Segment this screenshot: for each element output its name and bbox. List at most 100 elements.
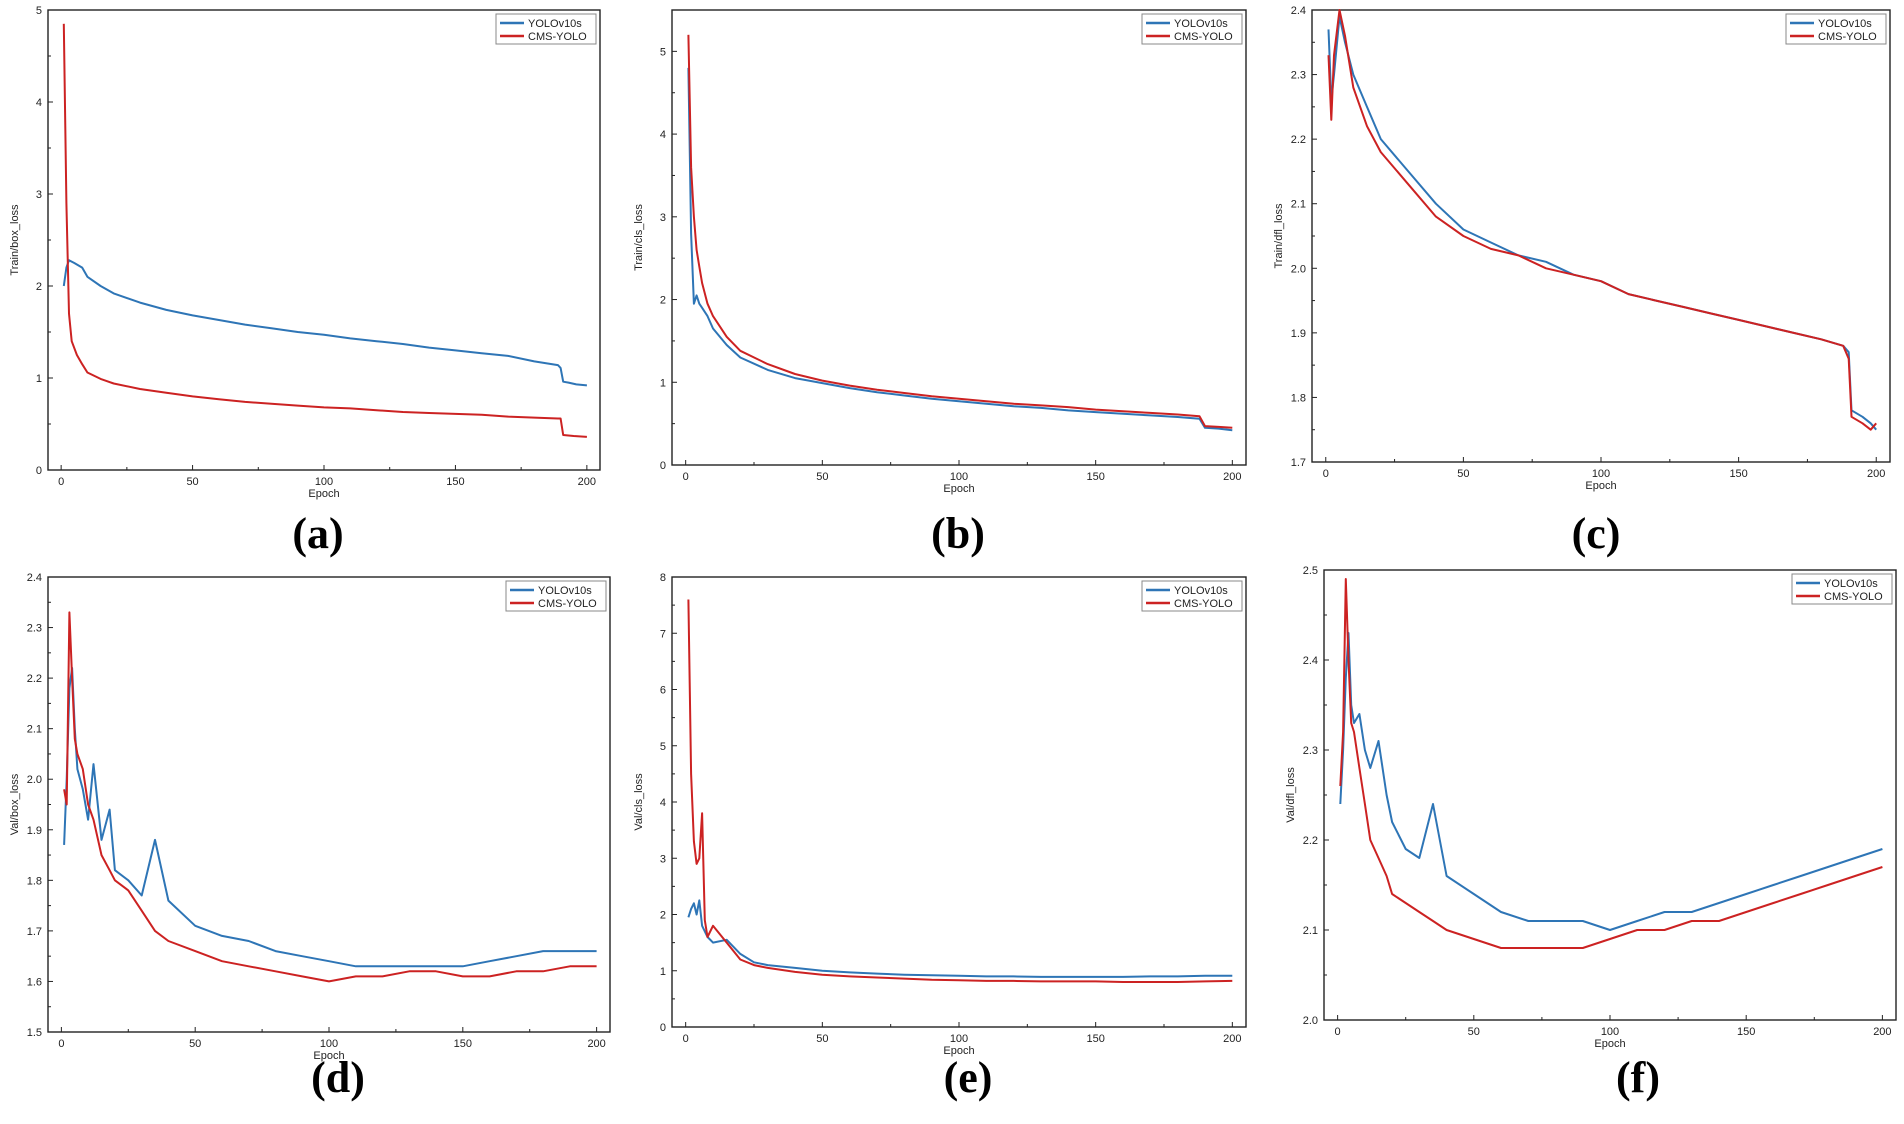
x-tick-label: 200 (1223, 1033, 1241, 1045)
caption-c: (c) (1571, 509, 1621, 558)
series-line-yolov10s (1339, 632, 1883, 931)
y-axis-title: Val/dfl_loss (1285, 767, 1297, 823)
x-tick-label: 50 (189, 1038, 201, 1050)
chart-panel-e: 0 50 100 150 200 0 1 2 3 4 5 6 7 8 Epoch Val/cls_loss YO… (633, 562, 1268, 1124)
y-tick-label: 2.2 (1291, 134, 1306, 146)
series-line-cms-yolo (687, 34, 1233, 429)
x-tick-label: 0 (683, 471, 689, 483)
y-tick-label: 1.7 (1291, 457, 1306, 469)
y-tick-label: 1 (36, 373, 42, 385)
y-tick-label: 3 (660, 212, 666, 224)
y-tick-label: 2.1 (1291, 199, 1306, 211)
legend-box (505, 580, 607, 612)
caption-f: (f) (1616, 1053, 1660, 1102)
series-line-cms-yolo (687, 599, 1233, 983)
y-tick-label: 0 (660, 460, 666, 472)
y-tick-label: 1.5 (27, 1027, 42, 1039)
legend-label: CMS-YOLO (1174, 31, 1233, 43)
y-tick-label: 2 (660, 910, 666, 922)
x-tick-label: 100 (320, 1038, 338, 1050)
chart-panel-d: 0 50 100 150 200 1.5 1.6 1.7 1.8 1.9 2.0 2.1 2.2 2.3 2… (0, 562, 634, 1124)
x-tick-label: 50 (186, 476, 198, 488)
y-tick-label: 2.0 (1291, 263, 1306, 275)
x-tick-label: 150 (1737, 1026, 1755, 1038)
legend-label: CMS-YOLO (1818, 31, 1877, 43)
plot-frame (1311, 9, 1891, 463)
x-tick-label: 100 (1592, 468, 1610, 480)
y-tick-label: 2.0 (27, 774, 42, 786)
y-axis-title: Train/cls_loss (633, 204, 645, 271)
legend-label: YOLOv10s (538, 585, 592, 597)
y-tick-label: 4 (660, 129, 666, 141)
y-tick-label: 1.9 (1291, 328, 1306, 340)
plot-frame (47, 9, 601, 471)
series-line-cms-yolo (1327, 9, 1877, 431)
y-axis-title: Val/cls_loss (633, 773, 645, 831)
y-tick-label: 5 (660, 46, 666, 58)
y-tick-label: 2.2 (27, 673, 42, 685)
x-tick-label: 200 (1867, 468, 1885, 480)
caption-a: (a) (292, 509, 344, 558)
x-axis-title: Epoch (308, 488, 339, 500)
x-tick-label: 50 (1457, 468, 1469, 480)
caption-e: (e) (943, 1053, 993, 1102)
y-tick-label: 3 (36, 189, 42, 201)
series-line-yolov10s (63, 667, 597, 968)
legend-label: YOLOv10s (1824, 578, 1878, 590)
y-axis-title: Train/dfl_loss (1273, 203, 1285, 269)
caption-d: (d) (311, 1053, 365, 1102)
series-line-yolov10s (687, 67, 1233, 432)
plot-frame (1323, 569, 1897, 1021)
y-tick-label: 1.8 (1291, 392, 1306, 404)
x-tick-label: 200 (1873, 1026, 1891, 1038)
legend-label: CMS-YOLO (1174, 598, 1233, 610)
chart-a: 0 50 100 150 200 0 1 2 3 4 5 Epoch Train/box_loss YOL… (9, 5, 601, 500)
caption-b: (b) (931, 509, 985, 558)
x-axis-title: Epoch (943, 483, 974, 495)
plot-frame (671, 9, 1247, 466)
x-axis-title: Epoch (313, 1050, 344, 1062)
x-axis-title: Epoch (1594, 1038, 1625, 1050)
plot-frame (671, 576, 1247, 1028)
y-tick-label: 1 (660, 377, 666, 389)
chart-panel-c: 0 50 100 150 200 1.7 1.8 1.9 2.0 2.1 2.2 2.3 2.4 Epoc… (1268, 0, 1904, 562)
chart-e: 0 50 100 150 200 0 1 2 3 4 5 6 7 8 Epoch Val/cls_loss YO… (633, 572, 1247, 1057)
x-tick-label: 150 (1086, 1033, 1104, 1045)
x-tick-label: 100 (315, 476, 333, 488)
y-tick-label: 4 (660, 797, 666, 809)
y-tick-label: 5 (36, 5, 42, 17)
chart-c: 0 50 100 150 200 1.7 1.8 1.9 2.0 2.1 2.2 2.3 2.4 Epoc… (1273, 5, 1891, 492)
y-tick-label: 4 (36, 97, 42, 109)
y-tick-label: 6 (660, 685, 666, 697)
chart-panel-f: 0 50 100 150 200 2.0 2.1 2.2 2.3 2.4 2.5 Epoch Val/d… (1268, 562, 1904, 1124)
y-tick-label: 2 (660, 295, 666, 307)
x-tick-label: 50 (816, 471, 828, 483)
x-axis-title: Epoch (943, 1045, 974, 1057)
x-tick-label: 100 (950, 1033, 968, 1045)
chart-d: 0 50 100 150 200 1.5 1.6 1.7 1.8 1.9 2.0 2.1 2.2 2.3 2… (9, 572, 611, 1062)
y-tick-label: 1.7 (27, 926, 42, 938)
y-tick-label: 0 (36, 465, 42, 477)
y-tick-label: 2.3 (1303, 745, 1318, 757)
x-tick-label: 0 (683, 1033, 689, 1045)
x-tick-label: 150 (446, 476, 464, 488)
y-tick-label: 2.1 (1303, 925, 1318, 937)
series-line-yolov10s (1327, 15, 1877, 431)
legend-box (1791, 573, 1893, 605)
x-axis-title: Epoch (1585, 480, 1616, 492)
x-tick-label: 50 (1468, 1026, 1480, 1038)
y-tick-label: 2.5 (1303, 565, 1318, 577)
x-tick-label: 0 (1323, 468, 1329, 480)
y-tick-label: 1.8 (27, 875, 42, 887)
legend-label: YOLOv10s (1174, 18, 1228, 30)
x-tick-label: 0 (58, 1038, 64, 1050)
y-tick-label: 5 (660, 741, 666, 753)
legend-label: YOLOv10s (1174, 585, 1228, 597)
legend-label: YOLOv10s (528, 18, 582, 30)
y-tick-label: 2.0 (1303, 1015, 1318, 1027)
legend-box (1141, 13, 1243, 45)
y-tick-label: 3 (660, 853, 666, 865)
x-tick-label: 100 (1601, 1026, 1619, 1038)
legend-box (495, 13, 597, 45)
